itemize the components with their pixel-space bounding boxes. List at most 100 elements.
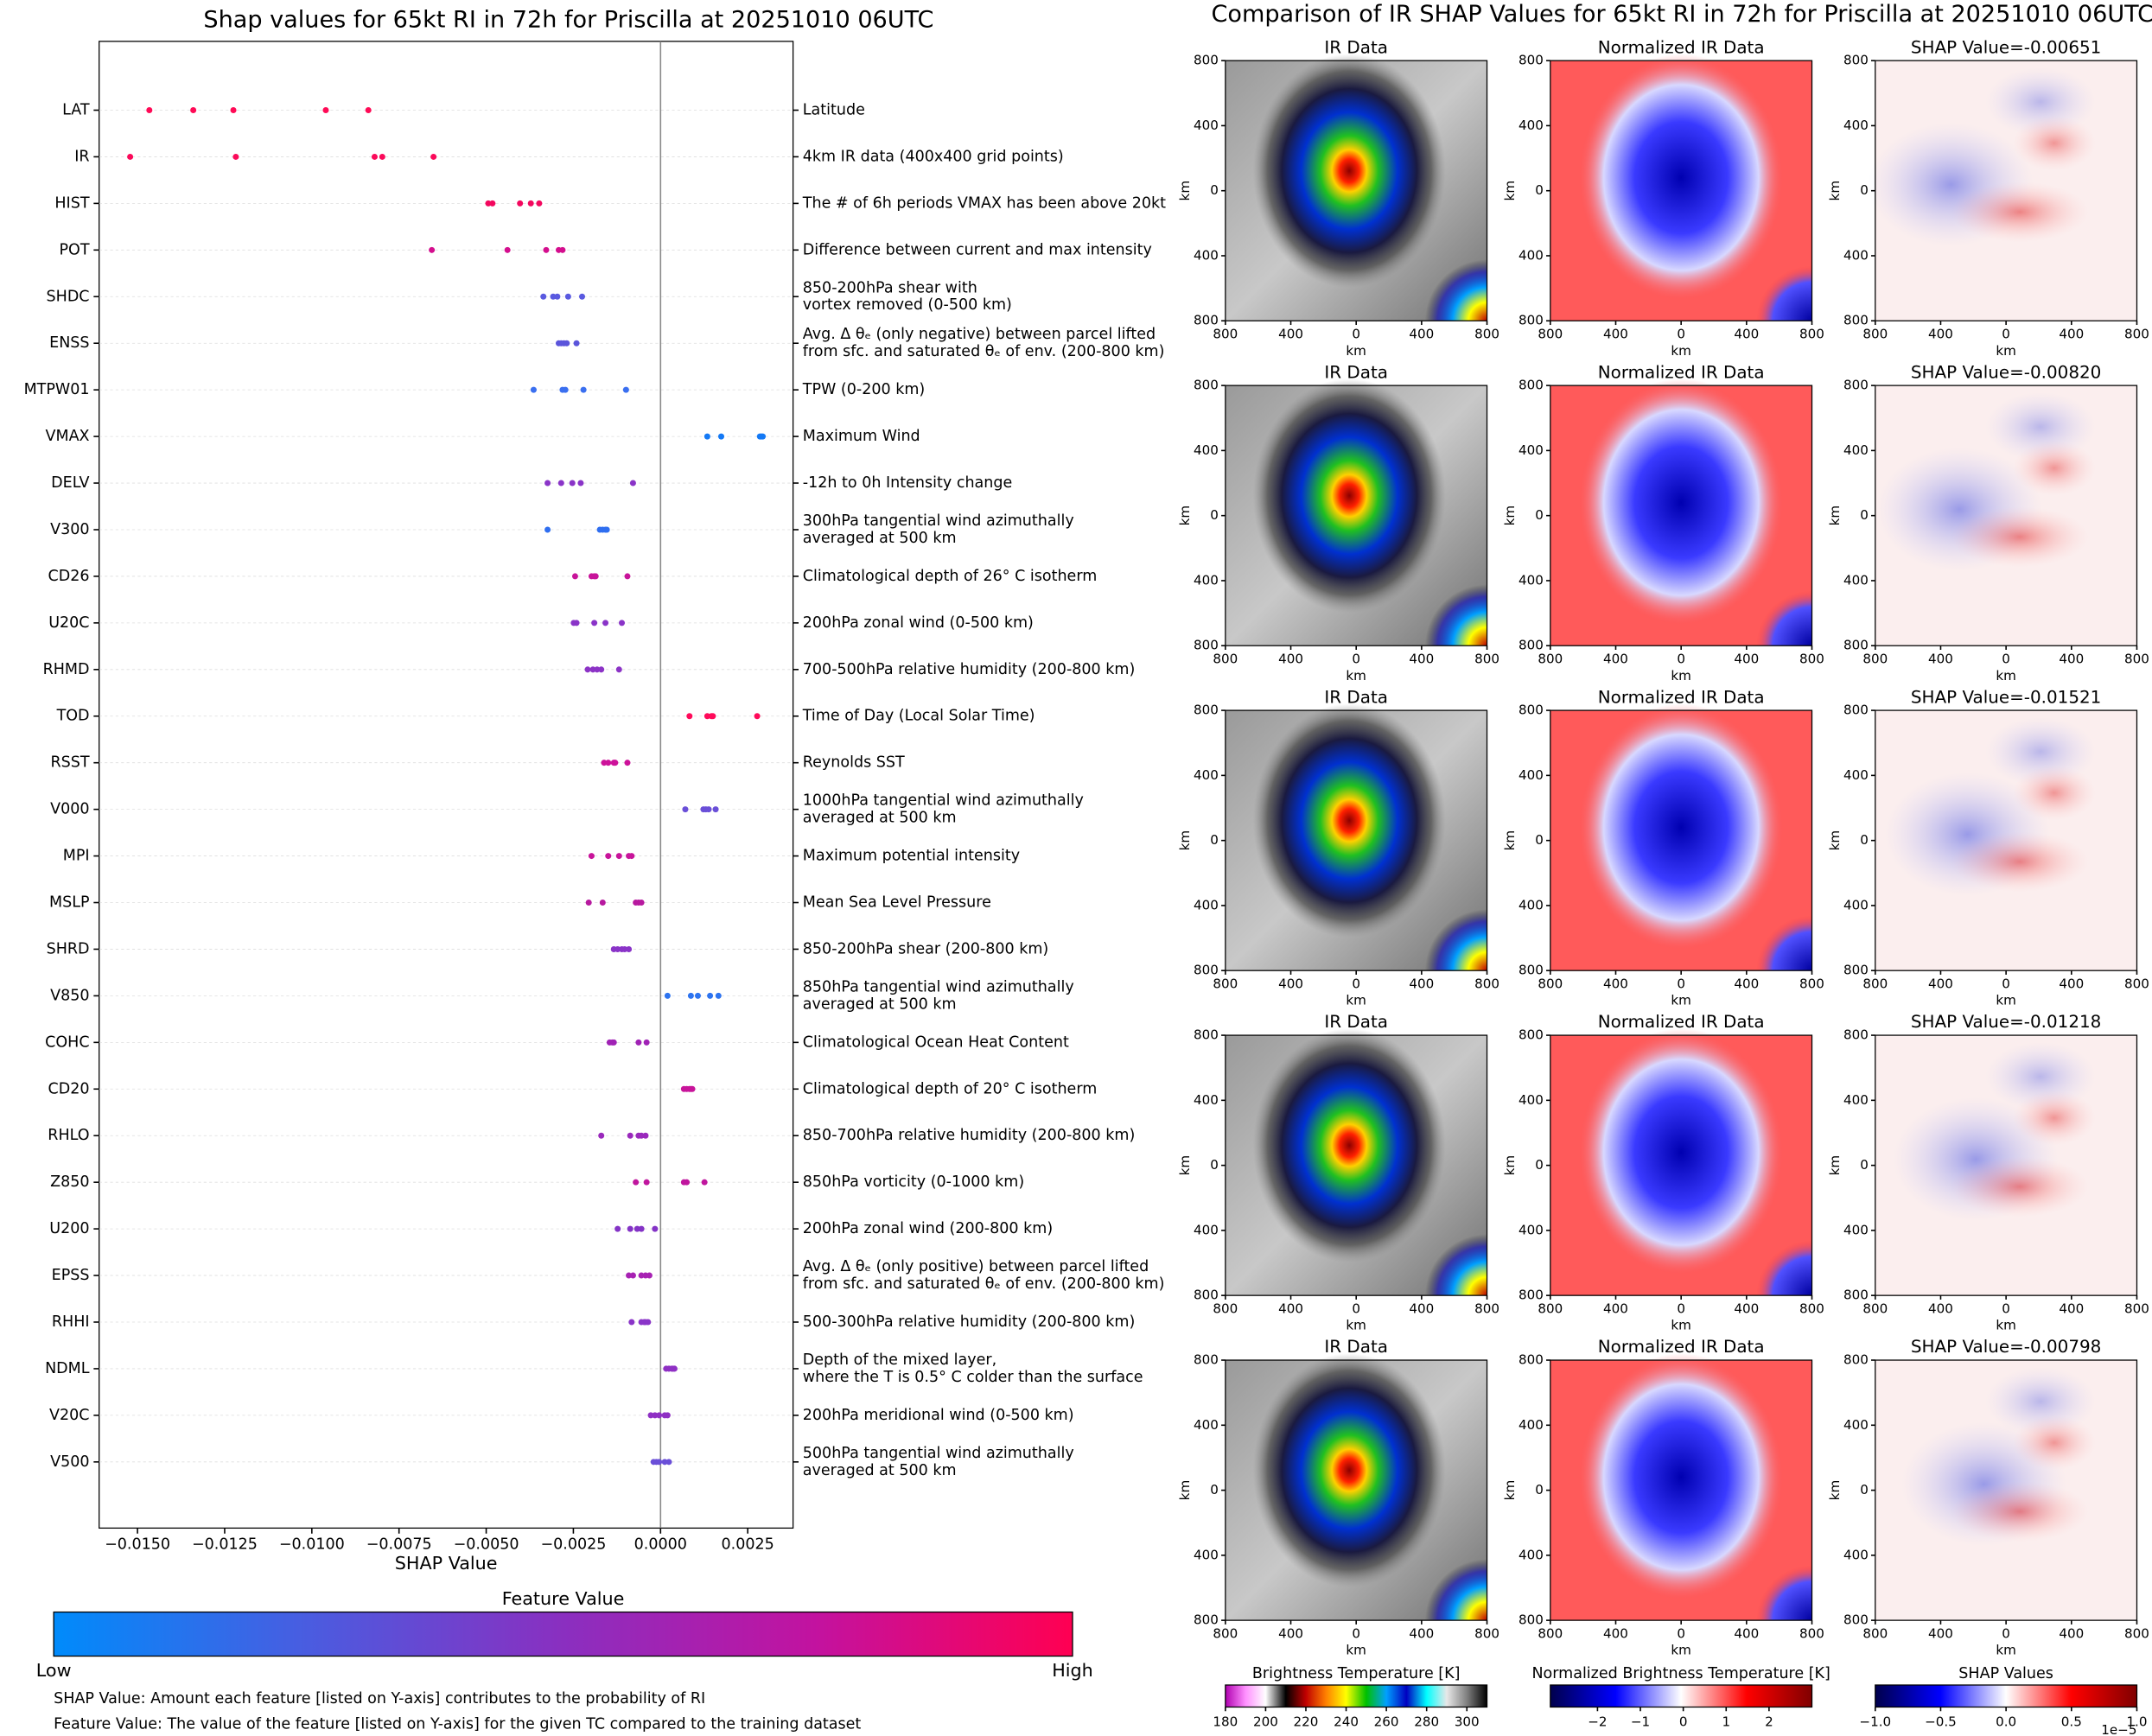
x-tick-label: 400 [1409, 327, 1434, 342]
ir-corner [1363, 523, 1487, 646]
shap-point [624, 760, 631, 766]
y-tick-label: 0 [1535, 507, 1544, 523]
shap-point [642, 1132, 649, 1139]
y-tick-label: V850 [50, 987, 89, 1004]
x-tick-label: 800 [1538, 1301, 1563, 1317]
shap-point [573, 620, 580, 626]
norm-corner [1688, 198, 1812, 321]
y-tick-label: 400 [1194, 247, 1219, 263]
shap-point [717, 433, 725, 440]
shap-point [371, 153, 378, 160]
colorbar-low: Low [36, 1660, 72, 1681]
colorbar-tick-label: 2 [1765, 1714, 1773, 1730]
y-tick-label: 0 [1210, 832, 1219, 848]
description-line: Climatological Ocean Heat Content [803, 1033, 1069, 1051]
y-axis-label: km [1502, 1480, 1518, 1501]
y-tick-label: 400 [1843, 897, 1869, 913]
y-tick-label: 800 [1194, 1288, 1219, 1303]
y-tick-label: 400 [1194, 118, 1219, 133]
x-tick-label: 800 [1862, 327, 1888, 342]
shap-point [671, 1365, 678, 1372]
shap-point [430, 153, 437, 160]
y-tick-label: 800 [1194, 638, 1219, 653]
x-tick-label: 800 [2124, 976, 2149, 992]
shap-point [127, 153, 134, 160]
x-tick-label: 800 [1474, 1301, 1499, 1317]
y-tick-label: 400 [1843, 767, 1869, 783]
ir-corner [1363, 198, 1487, 321]
panel-title: IR Data [1324, 37, 1388, 57]
y-tick-label: 800 [1843, 638, 1869, 653]
feature-description: -12h to 0h Intensity change [803, 474, 1013, 492]
colorbar-tick-label: 300 [1455, 1714, 1480, 1730]
shap-point [563, 340, 570, 347]
description-line: Mean Sea Level Pressure [803, 894, 991, 912]
shap-point [230, 106, 237, 114]
x-tick-label: 400 [1734, 327, 1759, 342]
x-tick-label: 800 [1799, 1626, 1824, 1642]
ir-corner [1363, 1498, 1487, 1621]
description-line: Difference between current and max inten… [803, 241, 1152, 258]
feature-description: 300hPa tangential wind azimuthally averag… [803, 512, 1074, 547]
shap-point [598, 666, 605, 673]
x-tick-label: 800 [1474, 1626, 1499, 1642]
y-tick-label: 400 [1843, 1417, 1869, 1433]
shap-point [694, 992, 701, 999]
x-tick-label: 0 [1677, 1301, 1685, 1317]
x-tick-label: −0.0150 [105, 1536, 170, 1554]
x-tick-label: 800 [1538, 652, 1563, 667]
description-line: 850-700hPa relative humidity (200-800 km… [803, 1127, 1136, 1144]
shap-point [592, 573, 599, 580]
y-tick-label: 400 [1518, 118, 1544, 133]
description-line: Avg. Δ θₑ (only positive) between parcel… [803, 1258, 1149, 1275]
shap-point [544, 480, 551, 486]
shap-point [689, 1085, 696, 1092]
feature-description: Maximum potential intensity [803, 848, 1020, 865]
y-tick-label: RHHI [52, 1313, 90, 1331]
note: Feature Value: The value of the feature … [54, 1715, 861, 1733]
shap-point [684, 1179, 691, 1186]
x-axis-label: km [1996, 343, 2016, 359]
shap-point [588, 853, 595, 860]
shap-point [627, 1132, 634, 1139]
y-tick-label: TOD [56, 708, 90, 725]
feature-description: 1000hPa tangential wind azimuthally avera… [803, 792, 1084, 827]
x-tick-label: 800 [1799, 327, 1824, 342]
x-tick-label: 800 [1474, 327, 1499, 342]
shap-point [712, 806, 719, 813]
right-title: Comparison of IR SHAP Values for 65kt RI… [1211, 1, 2152, 28]
feature-description: Climatological depth of 26° C isotherm [803, 568, 1098, 585]
description-line: where the T is 0.5° C colder than the su… [803, 1369, 1143, 1386]
colorbar-tick-label: 220 [1294, 1714, 1319, 1730]
x-tick-label: 400 [1603, 1626, 1628, 1642]
shap-point [564, 293, 571, 300]
shap-point [550, 293, 557, 300]
description-line: 850hPa vorticity (0-1000 km) [803, 1173, 1024, 1191]
x-axis-label: km [1671, 343, 1691, 359]
shap-point [626, 1272, 633, 1279]
x-tick-label: 800 [1862, 976, 1888, 992]
shap-point [687, 992, 694, 999]
y-tick-label: SHRD [47, 940, 90, 957]
x-tick-label: 800 [1799, 652, 1824, 667]
y-axis-label: km [1502, 506, 1518, 526]
shap-point [610, 1039, 617, 1046]
x-tick-label: −0.0025 [540, 1536, 606, 1554]
norm-corner [1688, 1173, 1812, 1296]
description-line: 850-200hPa shear with [803, 279, 977, 296]
colorbar-offset: 1e−5 [2101, 1722, 2136, 1736]
colorbar-tick-label: 180 [1213, 1714, 1238, 1730]
feature-description: Latitude [803, 102, 865, 119]
x-tick-label: 400 [1734, 652, 1759, 667]
feature-description: 200hPa zonal wind (0-500 km) [803, 614, 1034, 632]
shap-point [599, 900, 606, 906]
shap-point [638, 1225, 645, 1232]
shap-point [365, 106, 372, 114]
y-tick-label: CD26 [48, 568, 90, 585]
panel-title: SHAP Value=-0.01521 [1911, 687, 2101, 707]
